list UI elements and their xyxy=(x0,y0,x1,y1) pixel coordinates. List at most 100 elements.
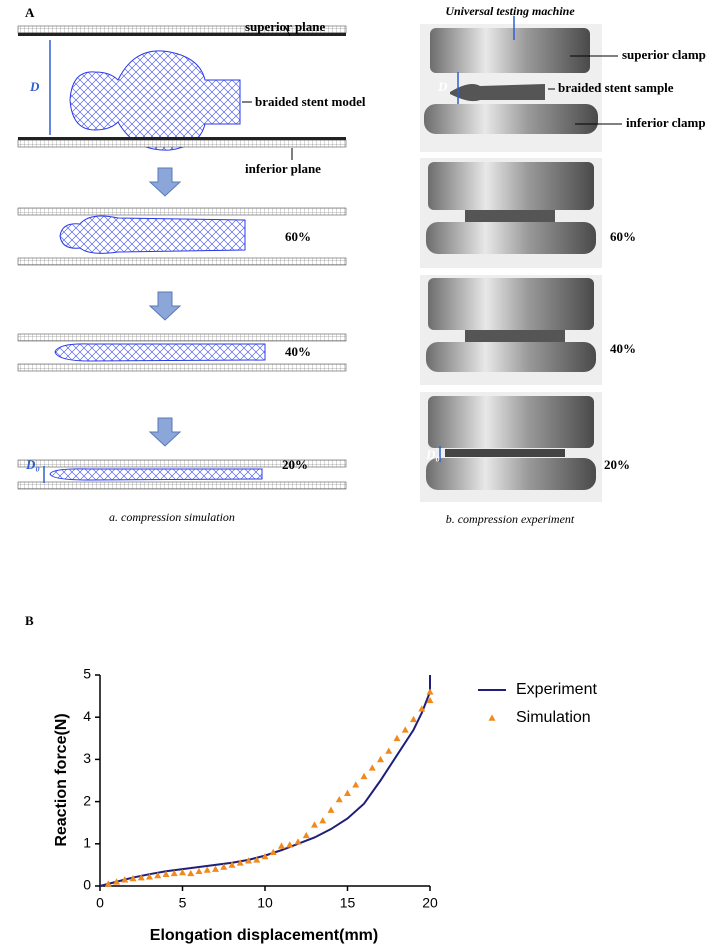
x-tick-label: 20 xyxy=(422,895,438,911)
y-tick-label: 0 xyxy=(83,877,91,893)
label: Universal testing machine xyxy=(445,4,575,18)
clamp xyxy=(428,396,594,448)
y-tick-label: 5 xyxy=(83,666,91,682)
stent-sample xyxy=(465,210,555,222)
simulation-point xyxy=(426,696,434,704)
simulation-point xyxy=(319,817,327,824)
superior-clamp xyxy=(430,28,590,73)
simulation-point xyxy=(261,852,269,860)
simulation-point xyxy=(212,865,219,872)
stage-label: 40% xyxy=(610,341,636,356)
stent-model xyxy=(54,343,266,362)
panel-label: A xyxy=(25,5,35,20)
simulation-point xyxy=(220,863,228,870)
simulation-point xyxy=(352,781,360,788)
simulation-point xyxy=(162,870,170,877)
simulation-point xyxy=(302,831,310,839)
plane-shadow xyxy=(18,33,346,36)
clamp xyxy=(428,278,594,330)
simulation-point xyxy=(170,869,178,877)
stage-label: 60% xyxy=(610,229,636,244)
y-tick-label: 4 xyxy=(83,708,91,724)
panel-label: B xyxy=(25,613,34,628)
simulation-point xyxy=(360,772,368,780)
plane-shadow xyxy=(18,137,346,140)
simulation-point xyxy=(179,868,186,876)
simulation-point xyxy=(113,878,120,885)
simulation-point xyxy=(253,856,261,863)
simulation-point xyxy=(146,873,153,880)
stage-label: 40% xyxy=(285,344,311,359)
d-label: D xyxy=(29,79,40,94)
chart: 0 1 2 3 4 5 0 5 10 15 20 Experiment Simulation xyxy=(83,666,597,911)
y-axis-label: Reaction force(N) xyxy=(53,713,70,846)
legend-swatch xyxy=(488,714,496,721)
simulation-point xyxy=(410,715,417,723)
x-tick-label: 15 xyxy=(340,895,356,911)
simulation-point xyxy=(368,764,376,771)
inferior-plane xyxy=(17,139,347,148)
clamp xyxy=(428,162,594,210)
simulation-point xyxy=(385,747,393,754)
caption: a. compression simulation xyxy=(109,510,235,524)
clamp xyxy=(426,458,596,490)
stage-label: 60% xyxy=(285,229,311,244)
stent-sample xyxy=(450,84,545,102)
legend-label: Experiment xyxy=(516,681,597,698)
stent-model xyxy=(69,50,241,151)
stent-model xyxy=(59,215,246,254)
label: superior clamp xyxy=(622,47,706,62)
x-tick-label: 0 xyxy=(96,895,104,911)
label: braided stent sample xyxy=(558,80,674,95)
label: braided stent model xyxy=(255,94,366,109)
simulation-point xyxy=(426,688,434,695)
simulation-point xyxy=(286,841,294,848)
simulation-point xyxy=(335,795,343,803)
plane xyxy=(17,481,347,490)
plane xyxy=(17,207,347,216)
inferior-clamp xyxy=(424,104,598,134)
x-tick-label: 5 xyxy=(179,895,187,911)
stent-model xyxy=(49,468,263,481)
simulation-point xyxy=(104,880,112,887)
legend-label: Simulation xyxy=(516,709,591,726)
simulation-point xyxy=(137,874,145,881)
y-tick-label: 2 xyxy=(83,792,91,808)
simulation-point xyxy=(393,734,401,742)
plane xyxy=(17,257,347,266)
x-axis-label: Elongation displacement(mm) xyxy=(150,927,378,944)
stage-label: 20% xyxy=(282,457,308,472)
plane xyxy=(17,363,347,372)
simulation-point xyxy=(418,705,426,712)
plane xyxy=(17,459,347,468)
simulation-point xyxy=(129,874,137,882)
pointer xyxy=(284,25,291,37)
d0-label: D₀ xyxy=(425,447,440,462)
simulation-point xyxy=(154,871,162,879)
simulation-point xyxy=(327,806,335,813)
simulation-point xyxy=(401,726,409,733)
label: inferior clamp xyxy=(626,115,706,130)
simulation-point xyxy=(245,857,252,864)
simulation-point xyxy=(278,842,285,849)
simulation-point xyxy=(121,876,129,883)
simulation-point xyxy=(236,859,244,866)
clamp xyxy=(426,342,596,372)
x-tick-label: 10 xyxy=(257,895,273,911)
simulation-point xyxy=(269,848,277,856)
d-label: D xyxy=(437,79,448,94)
simulation-point xyxy=(311,821,318,828)
down-arrow xyxy=(148,167,182,197)
d0-label: D₀ xyxy=(25,457,40,472)
simulation-point xyxy=(344,789,351,796)
plane xyxy=(17,333,347,342)
pointer xyxy=(548,55,622,125)
simulation-point xyxy=(228,861,236,868)
down-arrow xyxy=(148,291,182,321)
y-tick-label: 3 xyxy=(83,750,91,766)
caption: b. compression experiment xyxy=(446,512,575,526)
down-arrow xyxy=(148,417,182,447)
stage-label: 20% xyxy=(604,457,630,472)
stent-sample xyxy=(465,330,565,342)
